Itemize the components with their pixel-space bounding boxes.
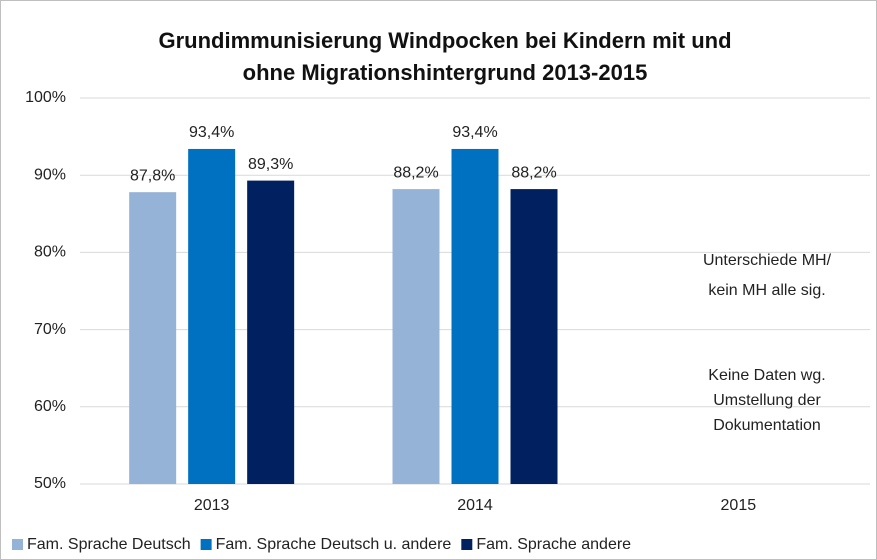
chart-title: Grundimmunisierung Windpocken bei Kinder…	[158, 28, 731, 53]
x-tick-label: 2013	[194, 497, 230, 514]
data-label: 93,4%	[189, 124, 234, 141]
annotation: Unterschiede MH/	[703, 252, 832, 269]
y-tick-label: 90%	[34, 166, 66, 183]
legend-swatch	[200, 539, 212, 550]
data-label: 88,2%	[511, 164, 556, 181]
legend-swatch	[12, 539, 23, 550]
legend-swatch	[461, 539, 473, 550]
legend-label: Fam. Sprache Deutsch u. andere	[216, 536, 452, 553]
x-tick-label: 2014	[457, 497, 493, 514]
y-tick-label: 70%	[34, 321, 66, 338]
bar	[451, 148, 499, 484]
annotation: Dokumentation	[713, 417, 821, 434]
y-tick-label: 60%	[34, 398, 66, 415]
bar	[510, 189, 558, 484]
chart-title: ohne Migrationshintergrund 2013-2015	[243, 60, 648, 85]
data-label: 88,2%	[393, 164, 438, 181]
bar	[188, 148, 236, 484]
data-label: 89,3%	[248, 156, 293, 173]
legend-label: Fam. Sprache Deutsch	[27, 536, 191, 553]
bar	[247, 180, 295, 484]
legend-label: Fam. Sprache andere	[476, 536, 631, 553]
data-label: 87,8%	[130, 167, 175, 184]
y-tick-label: 80%	[34, 244, 66, 261]
annotation: Umstellung der	[713, 392, 821, 409]
y-tick-label: 50%	[34, 475, 66, 492]
annotation: Keine Daten wg.	[708, 367, 825, 384]
y-tick-label: 100%	[25, 89, 66, 106]
bar	[129, 192, 177, 484]
annotation: kein MH alle sig.	[708, 282, 825, 299]
bar	[392, 189, 440, 484]
x-tick-label: 2015	[721, 497, 757, 514]
data-label: 93,4%	[452, 124, 497, 141]
